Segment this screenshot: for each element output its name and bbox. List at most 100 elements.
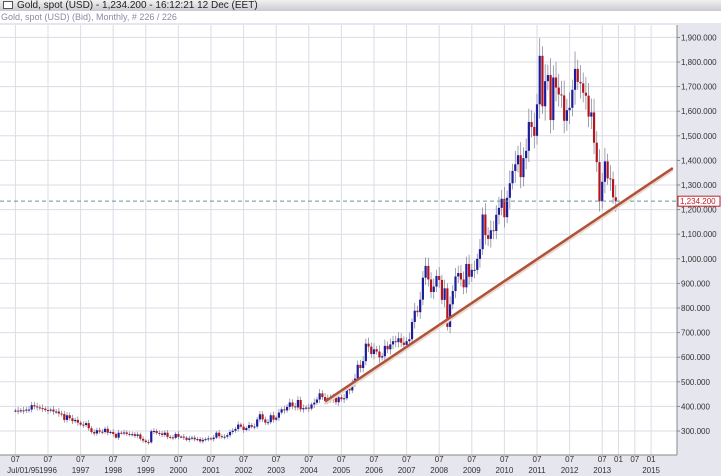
candle-up xyxy=(383,345,386,357)
candle-up xyxy=(122,432,126,434)
y-tick-label: 1,500.000 xyxy=(681,132,717,141)
y-tick-label: 700.000 xyxy=(681,329,710,338)
candle-up xyxy=(318,393,321,400)
candle-down xyxy=(462,279,465,288)
candle-down xyxy=(611,179,615,198)
candle-up xyxy=(590,112,593,117)
x-tick-month-label: 07 xyxy=(467,455,476,464)
candle-up xyxy=(405,341,408,345)
candle-down xyxy=(193,437,196,440)
candle-down xyxy=(375,349,378,352)
candle-up xyxy=(457,273,460,277)
candle-up xyxy=(228,431,232,436)
candle-down xyxy=(370,346,373,355)
candle-down xyxy=(446,288,449,327)
y-tick-label: 1,400.000 xyxy=(681,156,717,165)
current-price-label: 1,234.200 xyxy=(680,197,716,206)
candle-up xyxy=(19,410,22,412)
candle-down xyxy=(533,126,536,136)
x-tick-year-label: 1997 xyxy=(72,466,90,475)
candle-up xyxy=(310,404,313,409)
candle-down xyxy=(177,433,180,437)
candle-up xyxy=(535,104,539,136)
candle-down xyxy=(133,434,137,436)
x-tick-year-label: 2009 xyxy=(463,466,481,475)
candle-up xyxy=(207,438,210,440)
candle-down xyxy=(549,75,552,121)
candle-up xyxy=(571,89,574,108)
candle-up xyxy=(188,438,191,440)
candle-down xyxy=(128,433,131,435)
candle-up xyxy=(109,431,112,433)
candle-up xyxy=(432,286,435,293)
candle-down xyxy=(98,430,101,432)
candle-up xyxy=(603,161,607,182)
candle-down xyxy=(87,423,90,429)
candle-down xyxy=(438,276,441,280)
candle-down xyxy=(307,407,310,409)
x-tick-month-label: 01 xyxy=(614,455,623,464)
y-tick-label: 600.000 xyxy=(681,353,710,362)
candle-up xyxy=(573,68,577,90)
candle-up xyxy=(544,81,547,107)
y-tick-label: 1,800.000 xyxy=(681,58,717,67)
candle-up xyxy=(527,122,530,151)
candle-down xyxy=(63,414,66,420)
candle-down xyxy=(76,419,79,423)
candle-up xyxy=(476,258,479,270)
x-tick-year-label: 1996 xyxy=(39,466,57,475)
candle-down xyxy=(440,279,444,300)
candle-down xyxy=(106,428,109,433)
candle-down xyxy=(171,437,175,439)
candle-up xyxy=(410,322,414,340)
x-tick-year-label: 2011 xyxy=(528,466,546,475)
x-tick-month-label: 07 xyxy=(272,455,281,464)
candle-down xyxy=(587,95,590,117)
x-tick-month-label: 07 xyxy=(44,455,53,464)
current-price-label-box xyxy=(677,195,721,207)
candle-down xyxy=(579,81,582,84)
y-tick-label: 1,600.000 xyxy=(681,107,717,116)
candle-down xyxy=(46,410,50,412)
y-tick-label: 1,000.000 xyxy=(681,255,717,264)
x-tick-month-label: 07 xyxy=(500,455,509,464)
candle-up xyxy=(223,436,226,438)
candle-down xyxy=(554,77,558,88)
candle-up xyxy=(454,276,457,292)
candle-down xyxy=(17,410,20,412)
candle-down xyxy=(609,178,612,180)
candle-down xyxy=(155,431,158,433)
candle-down xyxy=(503,198,506,218)
candle-down xyxy=(144,440,147,443)
candle-up xyxy=(506,197,509,218)
x-tick-year-label: 2008 xyxy=(430,466,448,475)
candle-up xyxy=(258,414,261,420)
x-tick-month-label: 07 xyxy=(402,455,411,464)
candle-up xyxy=(337,397,340,403)
candle-up xyxy=(103,428,107,432)
x-tick-month-label: 07 xyxy=(435,455,444,464)
x-tick-month-label: 07 xyxy=(141,455,150,464)
y-tick-label: 800.000 xyxy=(681,304,710,313)
candle-down xyxy=(242,426,245,431)
candle-up xyxy=(421,277,424,300)
candle-up xyxy=(343,398,346,400)
candle-up xyxy=(74,419,77,422)
x-tick-year-label: 2015 xyxy=(642,466,660,475)
candle-down xyxy=(427,265,430,280)
x-tick-month-label: 07 xyxy=(370,455,379,464)
candle-up xyxy=(280,409,283,413)
candle-down xyxy=(459,273,463,280)
candle-down xyxy=(79,422,82,425)
candle-up xyxy=(245,428,248,431)
candle-down xyxy=(492,230,495,232)
candle-up xyxy=(552,77,555,121)
candle-up xyxy=(256,419,259,427)
candle-up xyxy=(546,75,549,82)
candle-down xyxy=(161,433,164,435)
x-tick-month-label: 07 xyxy=(174,455,183,464)
candle-up xyxy=(473,269,476,271)
candle-down xyxy=(185,437,188,440)
y-tick-label: 1,300.000 xyxy=(681,181,717,190)
